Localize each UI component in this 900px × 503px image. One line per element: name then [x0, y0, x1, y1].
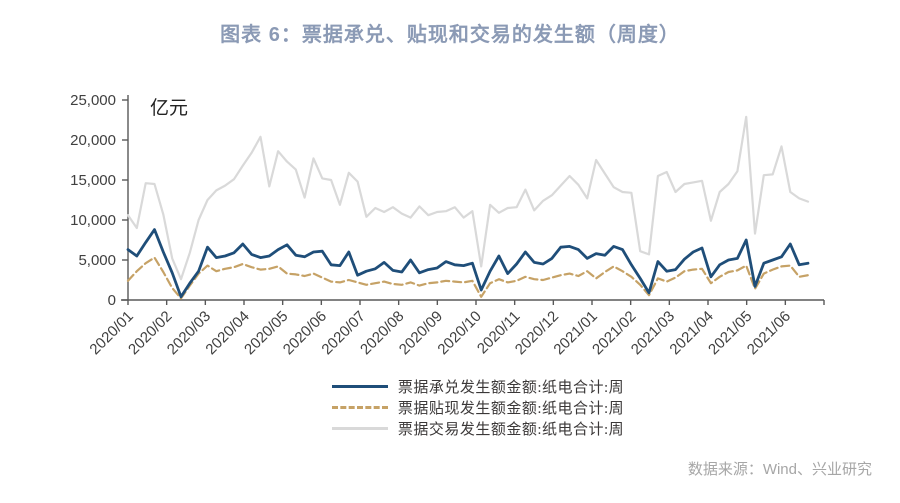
svg-text:2020/10: 2020/10 [434, 308, 484, 358]
legend-item-accept: 票据承兑发生额金额:纸电合计:周 [331, 376, 625, 397]
svg-text:15,000: 15,000 [70, 172, 116, 189]
legend-label-trade: 票据交易发生额金额:纸电合计:周 [397, 422, 625, 438]
legend-item-discount: 票据贴现发生额金额:纸电合计:周 [331, 397, 625, 418]
legend-item-trade: 票据交易发生额金额:纸电合计:周 [331, 418, 625, 439]
data-source: 数据来源：Wind、兴业研究 [687, 461, 872, 478]
chart-legend-rows: 票据承兑发生额金额:纸电合计:周 票据贴现发生额金额:纸电合计:周 票据交易发生… [331, 376, 625, 439]
legend-label-accept: 票据承兑发生额金额:纸电合计:周 [397, 380, 625, 396]
legend-label-discount: 票据贴现发生额金额:纸电合计:周 [397, 401, 625, 417]
legend-line-sample-trade [331, 427, 388, 430]
svg-text:10,000: 10,000 [70, 212, 116, 229]
svg-text:亿元: 亿元 [150, 97, 188, 119]
svg-text:0: 0 [108, 292, 116, 309]
chart-title: 图表 6：票据承兑、贴现和交易的发生额（周度） [220, 24, 680, 46]
svg-text:20,000: 20,000 [70, 132, 116, 149]
svg-text:2021/06: 2021/06 [744, 308, 794, 358]
chart-legend: 票据承兑发生额金额:纸电合计:周 票据贴现发生额金额:纸电合计:周 票据交易发生… [0, 376, 900, 439]
legend-line-sample-discount [331, 406, 388, 409]
svg-text:5,000: 5,000 [78, 252, 116, 269]
legend-line-sample-accept [331, 385, 388, 388]
svg-text:25,000: 25,000 [70, 92, 116, 109]
